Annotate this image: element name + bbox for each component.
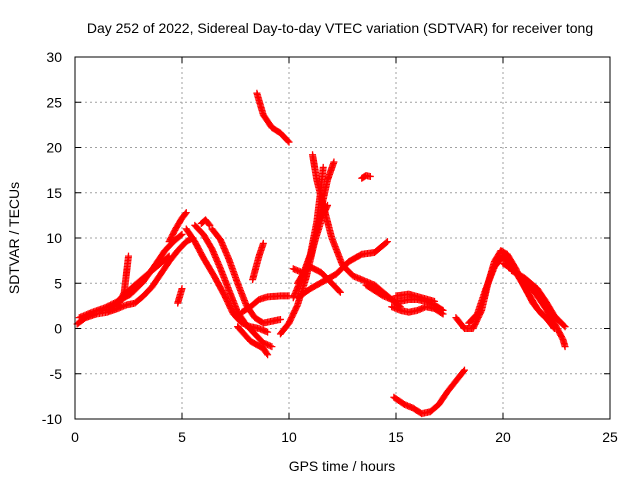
x-tick-label: 0 bbox=[71, 429, 79, 445]
series-track-4 bbox=[105, 252, 173, 314]
series-track-13 bbox=[249, 239, 267, 284]
series-track-11 bbox=[234, 323, 272, 359]
plus-marker bbox=[206, 221, 214, 229]
x-tick-label: 5 bbox=[178, 429, 186, 445]
plus-marker bbox=[164, 253, 172, 261]
series-track-19 bbox=[289, 263, 344, 296]
plus-marker bbox=[383, 238, 391, 246]
plus-marker bbox=[336, 288, 344, 296]
plus-marker bbox=[335, 287, 343, 295]
y-tick-label: -5 bbox=[50, 366, 63, 382]
plus-marker bbox=[125, 252, 132, 260]
plus-marker bbox=[276, 315, 284, 323]
y-tick-label: 25 bbox=[46, 94, 62, 110]
series-track-12 bbox=[238, 292, 293, 316]
data-points bbox=[73, 89, 569, 418]
plus-marker bbox=[366, 172, 374, 180]
series-track-14 bbox=[253, 89, 293, 146]
plus-marker bbox=[177, 231, 185, 239]
plus-marker bbox=[460, 367, 468, 375]
plus-marker bbox=[382, 239, 390, 247]
plus-marker bbox=[439, 310, 447, 318]
series-track-9 bbox=[197, 216, 214, 229]
plus-marker bbox=[431, 297, 439, 305]
x-tick-label: 20 bbox=[495, 429, 511, 445]
series-track-7 bbox=[182, 225, 272, 336]
y-axis-label: SDTVAR / TECUs bbox=[6, 182, 22, 294]
y-tick-label: 15 bbox=[46, 185, 62, 201]
plus-marker bbox=[264, 351, 272, 359]
plus-marker bbox=[165, 252, 173, 260]
x-tick-label: 25 bbox=[602, 429, 618, 445]
series-track-20 bbox=[294, 238, 391, 302]
series-track-10 bbox=[208, 225, 284, 327]
plus-marker bbox=[178, 285, 186, 293]
y-tick-label: 10 bbox=[46, 230, 62, 246]
series-track-29 bbox=[508, 267, 569, 331]
plus-marker bbox=[263, 349, 271, 357]
chart-title: Day 252 of 2022, Sidereal Day-to-day VTE… bbox=[87, 20, 593, 36]
plus-marker bbox=[181, 210, 189, 218]
plot-frame bbox=[74, 56, 611, 420]
x-axis-label: GPS time / hours bbox=[289, 458, 396, 474]
plus-marker bbox=[561, 343, 569, 351]
x-tick-label: 10 bbox=[281, 429, 297, 445]
y-tick-label: 0 bbox=[54, 321, 62, 337]
series-track-21 bbox=[358, 172, 374, 182]
series-track-24 bbox=[392, 290, 439, 305]
plus-marker bbox=[560, 322, 568, 330]
series-track-25 bbox=[390, 366, 468, 418]
series-track-8 bbox=[191, 221, 276, 351]
tick-labels: 0 5 10 15 20 25 -10 -5 0 5 10 15 20 25 30 bbox=[42, 49, 618, 445]
y-tick-label: -10 bbox=[42, 411, 62, 427]
plus-marker bbox=[285, 138, 293, 146]
plus-marker bbox=[205, 220, 213, 228]
series-track-6 bbox=[174, 285, 186, 307]
y-tick-label: 20 bbox=[46, 140, 62, 156]
series-track-23 bbox=[388, 303, 447, 318]
y-tick-label: 30 bbox=[46, 49, 62, 65]
plus-marker bbox=[319, 163, 327, 171]
y-tick-label: 5 bbox=[54, 275, 62, 291]
plus-marker bbox=[268, 343, 276, 351]
plus-marker bbox=[284, 137, 292, 145]
plus-marker bbox=[561, 323, 569, 331]
plus-marker bbox=[264, 328, 272, 336]
plus-marker bbox=[330, 158, 338, 166]
series-track-17 bbox=[294, 158, 338, 287]
plus-marker bbox=[182, 209, 190, 217]
grid bbox=[75, 57, 610, 419]
plus-marker bbox=[460, 366, 468, 374]
plus-marker bbox=[259, 239, 267, 247]
plus-marker bbox=[438, 309, 446, 317]
series-track-5 bbox=[165, 209, 190, 246]
plus-marker bbox=[178, 230, 186, 238]
x-tick-label: 15 bbox=[388, 429, 404, 445]
